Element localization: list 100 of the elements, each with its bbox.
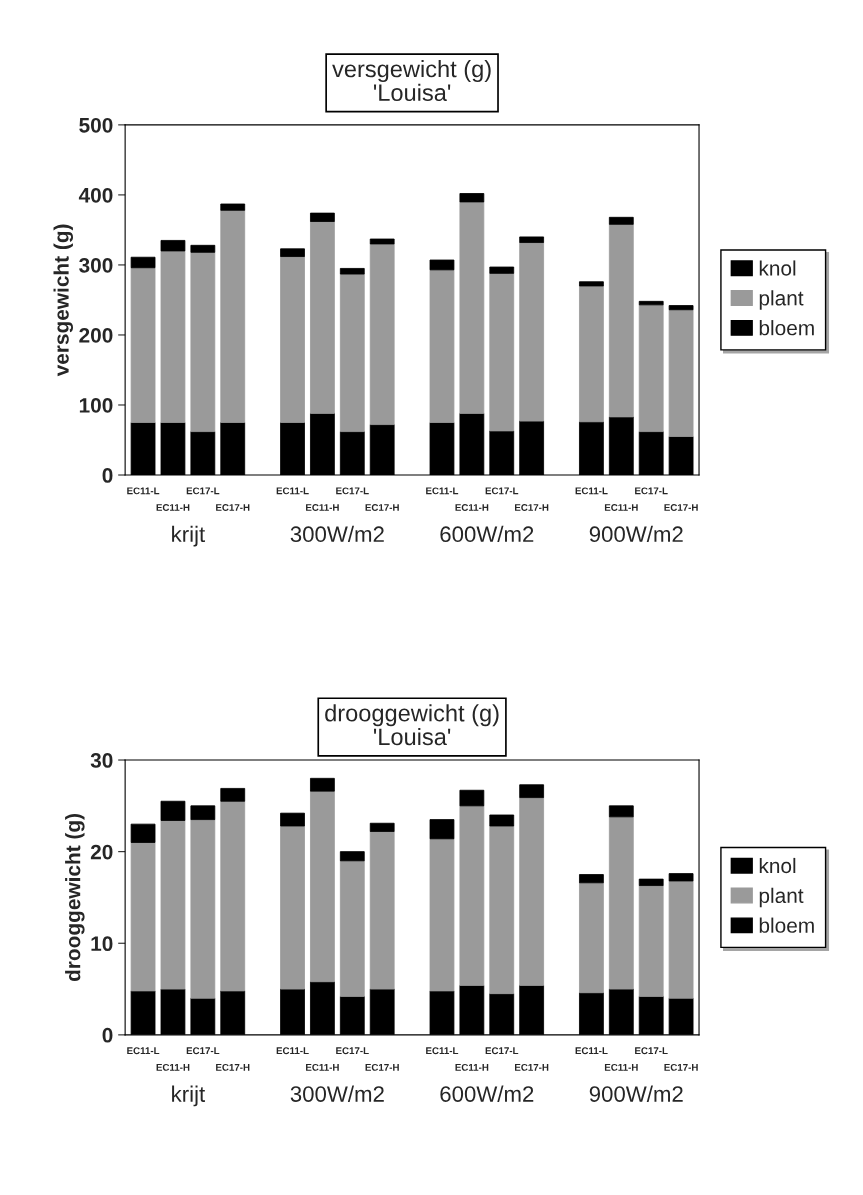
x-tick-label: EC11-L [426, 487, 459, 495]
y-tick-label: 10 [91, 936, 113, 952]
bar [160, 250, 186, 423]
bar [608, 816, 634, 990]
bar [280, 825, 305, 990]
bar [130, 823, 156, 843]
chart-title: drooggewicht (g) [325, 704, 499, 727]
x-tick-label: EC11-H [156, 1063, 190, 1071]
legend-label: plant [759, 290, 804, 310]
x-tick-label: EC17-H [515, 1063, 549, 1071]
bar [369, 831, 395, 990]
legend-label: bloem [759, 320, 814, 336]
bar [519, 797, 545, 986]
y-tick-label: 100 [79, 397, 113, 413]
x-tick-label: EC17-H [216, 1063, 250, 1071]
x-tick-label: EC11-H [455, 504, 489, 511]
bar [668, 880, 694, 999]
bar [190, 805, 216, 820]
bar [339, 268, 365, 275]
bar [190, 244, 216, 253]
x-tick-label: EC17-H [216, 504, 250, 511]
x-tick-label: EC11-H [455, 1063, 489, 1071]
y-tick-label: 0 [102, 468, 113, 483]
x-tick-label: EC17-L [336, 487, 369, 495]
bar [519, 236, 545, 243]
x-tick-label: EC17-L [186, 487, 220, 495]
x-tick-label: EC17-L [635, 487, 668, 495]
chart-title: versgewicht (g) [332, 60, 491, 83]
legend-label: knol [759, 857, 796, 874]
bar [638, 304, 664, 433]
text: krijt [172, 525, 206, 547]
x-tick-label: EC17-L [336, 1047, 369, 1055]
y-tick-label: 20 [90, 844, 113, 860]
bar [160, 240, 186, 252]
bar [668, 309, 694, 437]
bar [369, 822, 395, 832]
bar [489, 272, 515, 432]
bar [638, 300, 664, 306]
bar [280, 256, 305, 423]
bar [519, 242, 545, 422]
bar [638, 885, 664, 997]
x-tick-label: EC11-L [276, 1047, 309, 1055]
bar [369, 243, 395, 426]
x-tick-label: EC11-L [127, 1047, 160, 1055]
x-tick-label: EC17-L [186, 1047, 220, 1055]
y-tick-label: 500 [79, 117, 113, 133]
bar [130, 842, 156, 992]
bar [459, 805, 485, 986]
bar [638, 878, 664, 886]
legend-label: plant [759, 887, 804, 908]
bar [280, 812, 305, 827]
bar [459, 201, 485, 414]
y-tick-label: 300 [79, 257, 113, 273]
x-tick-label: EC17-H [365, 504, 399, 511]
x-tick-label: EC17-H [365, 1063, 399, 1071]
bar [489, 825, 515, 995]
bar [190, 251, 216, 433]
x-tick-label: EC11-L [426, 1047, 459, 1055]
x-tick-label: EC11-L [575, 487, 608, 495]
bar [130, 267, 156, 423]
bar [369, 238, 395, 245]
bar [608, 223, 634, 418]
bar [429, 838, 455, 992]
y-tick-label: 200 [79, 327, 113, 343]
bar [160, 800, 186, 821]
y-tick-label: 30 [90, 753, 113, 768]
bar [429, 269, 455, 423]
x-tick-label: EC17-H [515, 504, 549, 511]
text: 600W/m2 [440, 1085, 534, 1102]
y-axis-title: versgewicht (g) [53, 224, 74, 377]
x-tick-label: EC17-L [635, 1047, 668, 1055]
bar [220, 800, 246, 992]
bar [608, 805, 634, 818]
chart-subtitle: 'Louisa' [373, 83, 451, 102]
x-tick-label: EC11-L [127, 487, 160, 495]
x-tick-label: EC11-H [604, 1063, 638, 1071]
bar [429, 259, 455, 271]
bar [310, 221, 335, 414]
text: 900W/m2 [589, 525, 683, 543]
bar [668, 873, 694, 882]
x-tick-label: EC11-L [575, 1047, 608, 1055]
bar [160, 820, 186, 990]
bar [310, 790, 335, 983]
bar [489, 814, 515, 827]
text: krijt [172, 1085, 206, 1107]
bar [130, 256, 156, 269]
bar [310, 777, 335, 792]
bar [339, 860, 365, 997]
bar [280, 248, 305, 257]
bar [459, 789, 485, 807]
y-tick-label: 0 [102, 1027, 113, 1043]
bar [190, 819, 216, 999]
legend-label: bloem [759, 917, 814, 933]
bar [339, 851, 365, 862]
bar [579, 882, 604, 994]
x-tick-label: EC11-H [156, 504, 190, 511]
bar [579, 281, 604, 287]
x-tick-label: EC11-H [306, 504, 339, 511]
x-tick-label: EC11-L [276, 487, 309, 495]
bar [220, 209, 246, 423]
